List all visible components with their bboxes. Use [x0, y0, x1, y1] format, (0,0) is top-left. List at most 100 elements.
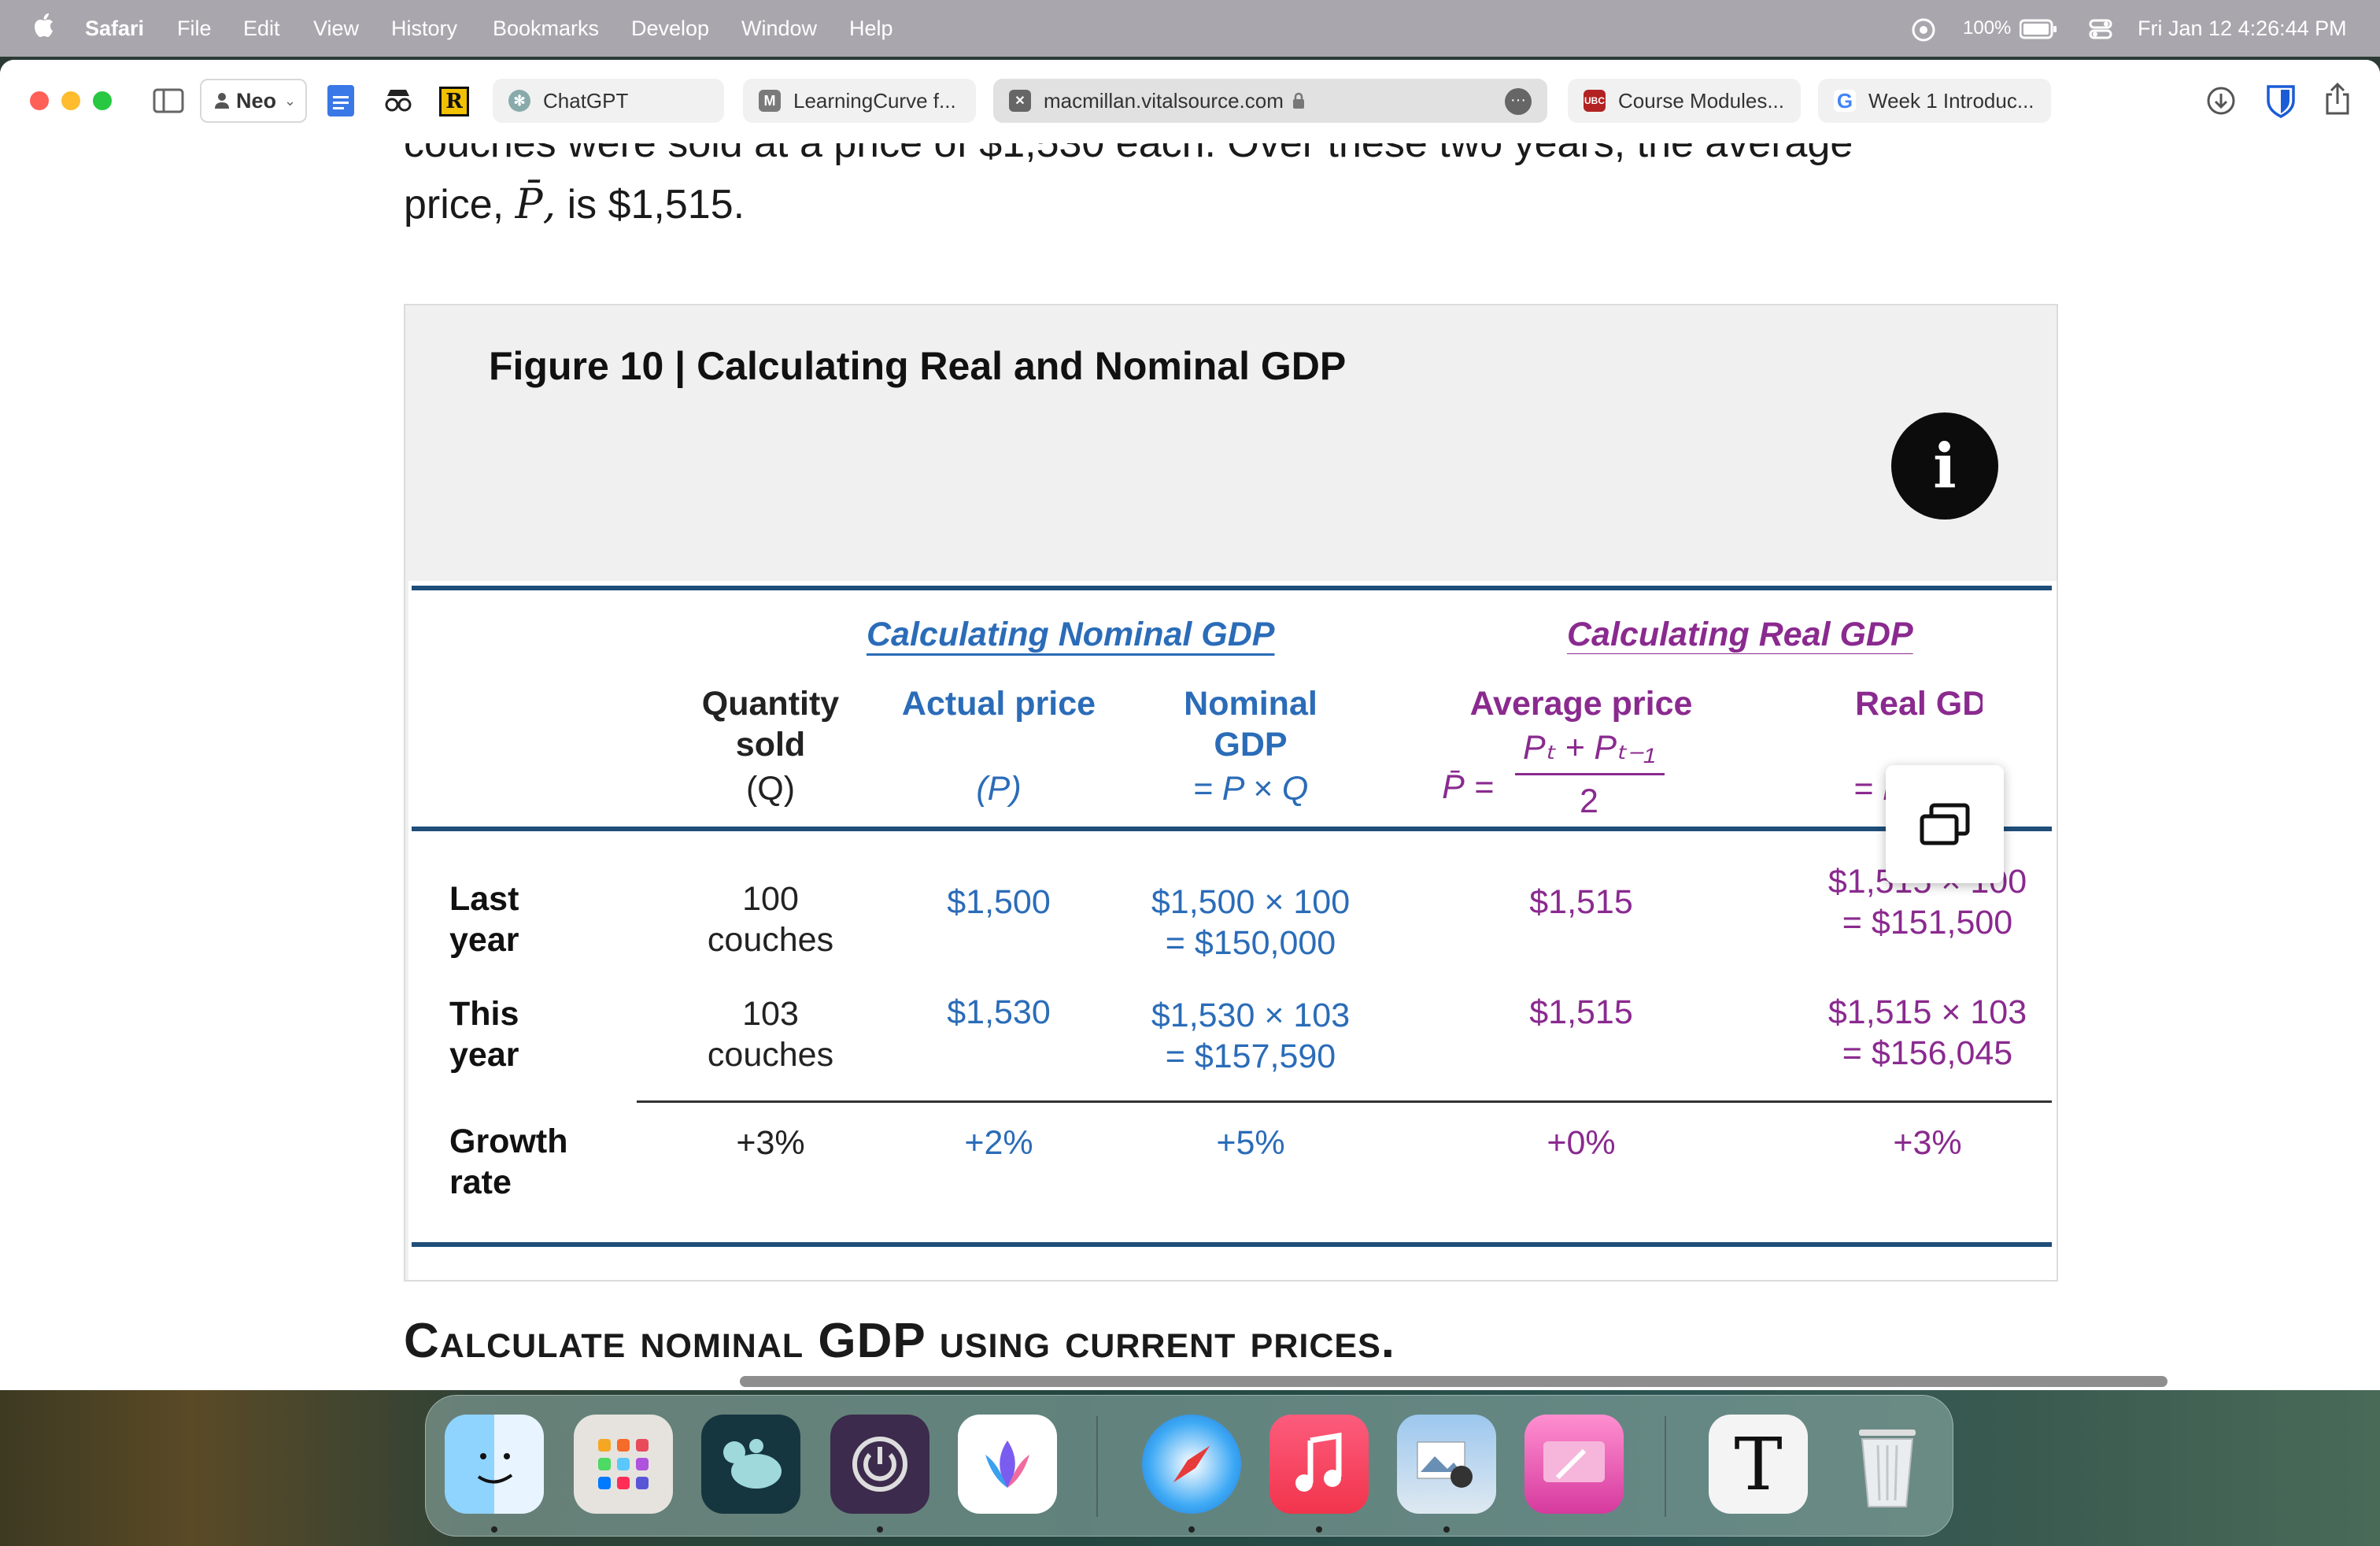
profile-switcher[interactable]: Neo ⌄ [200, 79, 307, 123]
last-year-average-price: $1,515 [1529, 883, 1633, 921]
google-g-icon: G [1834, 89, 1856, 113]
sidebar-toggle-icon[interactable] [153, 88, 184, 113]
table-top-rule [412, 586, 2052, 590]
row-label-growth-line2: rate [449, 1163, 512, 1201]
last-year-nominal-gdp: = $150,000 [1165, 924, 1336, 962]
finder-icon[interactable] [445, 1415, 544, 1514]
launchpad-icon[interactable] [574, 1415, 673, 1514]
tab-label: ChatGPT [543, 88, 629, 113]
minimize-window-button[interactable] [61, 91, 80, 110]
bitwarden-shield-icon[interactable] [2265, 83, 2297, 118]
last-year-nominal-calc: $1,500 × 100 [1151, 883, 1351, 921]
growth-average-price: +0% [1547, 1124, 1616, 1162]
safari-icon[interactable] [1142, 1415, 1241, 1514]
preview-icon[interactable] [1397, 1415, 1496, 1514]
tab-week1-intro[interactable]: G Week 1 Introduc... [1818, 79, 2051, 123]
menu-view[interactable]: View [313, 17, 360, 40]
dock-separator [1096, 1416, 1098, 1517]
menu-develop[interactable]: Develop [631, 17, 710, 40]
header-nominal-formula: = P × Q [1192, 770, 1309, 808]
figure-container: Figure 10 | Calculating Real and Nominal… [404, 304, 2058, 1282]
last-year-price: $1,500 [947, 883, 1051, 921]
menu-edit[interactable]: Edit [243, 17, 280, 40]
more-options-icon[interactable]: ··· [1505, 88, 1532, 115]
menu-help[interactable]: Help [849, 17, 893, 40]
menu-window[interactable]: Window [741, 17, 818, 40]
menu-bookmarks[interactable]: Bookmarks [493, 17, 600, 40]
r-extension-icon[interactable]: R [439, 87, 469, 117]
this-year-real-calc: $1,515 × 103 [1828, 993, 2027, 1031]
table-bottom-rule [412, 1242, 2052, 1247]
share-icon[interactable] [2323, 82, 2352, 117]
apple-menu-icon[interactable] [31, 11, 55, 39]
menu-app-name[interactable]: Safari [85, 17, 145, 40]
spy-extension-icon[interactable] [382, 88, 414, 113]
tab-course-modules[interactable]: UBC Course Modules... [1568, 79, 1801, 123]
last-year-quantity: 100 [742, 880, 799, 918]
row-label-last-year-line2: year [449, 921, 519, 959]
page-content: couches were sold at a price of $1,530 e… [0, 140, 2380, 1390]
tab-label: LearningCurve f... [793, 88, 956, 113]
average-price-symbol: P̄, [515, 181, 556, 228]
safari-toolbar: Neo ⌄ R ✻ ChatGPT M LearningCurve f... ✕… [0, 60, 2380, 140]
paragraph-line-1: couches were sold at a price of $1,530 e… [404, 120, 1853, 166]
dock-separator [1665, 1416, 1666, 1517]
battery-percent: 100% [1963, 17, 2012, 39]
running-indicator [1188, 1526, 1195, 1533]
typora-icon[interactable]: T [1709, 1415, 1808, 1514]
section-heading: Calculate nominal GDP using current pric… [404, 1314, 1395, 1368]
close-window-button[interactable] [30, 91, 49, 110]
mastodon-icon[interactable] [701, 1415, 800, 1514]
this-year-real-gdp: = $156,045 [1842, 1034, 2013, 1072]
running-indicator [1316, 1526, 1322, 1533]
battery-icon[interactable] [2020, 19, 2057, 39]
close-tab-icon[interactable]: ✕ [1009, 90, 1031, 112]
copilot-icon[interactable] [958, 1415, 1057, 1514]
tab-label: macmillan.vitalsource.com [1044, 88, 1284, 113]
focus-status-icon[interactable] [1911, 17, 1936, 43]
header-actual-price-symbol: (P) [976, 770, 1022, 808]
this-year-quantity-unit: couches [707, 1036, 834, 1074]
growth-real-gdp: +3% [1893, 1124, 1962, 1162]
header-quantity-line2: sold [735, 726, 806, 764]
header-actual-price: Actual price [901, 685, 1096, 723]
last-year-real-gdp: = $151,500 [1842, 904, 2013, 941]
info-icon[interactable]: i [1891, 412, 1998, 520]
macmillan-m-icon: M [759, 90, 781, 112]
tab-learningcurve[interactable]: M LearningCurve f... [743, 79, 976, 123]
header-average-formula-numerator: Pₜ + Pₜ₋₁ [1523, 729, 1655, 767]
this-year-quantity: 103 [742, 995, 799, 1033]
tab-macmillan-vitalsource[interactable]: ✕ macmillan.vitalsource.com ··· [993, 79, 1547, 123]
header-average-formula-lhs: P̄ = [1442, 768, 1494, 806]
cleanmymac-icon[interactable] [1524, 1415, 1624, 1514]
running-indicator [1443, 1526, 1450, 1533]
this-year-nominal-calc: $1,530 × 103 [1151, 997, 1351, 1034]
section-title-real: Calculating Real GDP [1567, 616, 1913, 653]
menu-history[interactable]: History [391, 17, 458, 40]
windows-copy-icon [1920, 803, 1970, 845]
safari-window: Neo ⌄ R ✻ ChatGPT M LearningCurve f... ✕… [0, 60, 2380, 1390]
paragraph-text: is $1,515. [556, 182, 745, 227]
google-docs-extension-icon[interactable] [327, 85, 354, 117]
clock[interactable]: Fri Jan 12 4:26:44 PM [2138, 17, 2347, 40]
music-icon[interactable] [1269, 1415, 1369, 1514]
person-icon [215, 93, 229, 109]
power-app-icon[interactable] [830, 1415, 929, 1514]
header-quantity-line3: (Q) [745, 770, 796, 808]
row-label-growth-line1: Growth [449, 1123, 568, 1160]
gdp-table: Calculating Nominal GDP Calculating Real… [408, 581, 2057, 1280]
row-label-this-year-line1: This [449, 995, 519, 1033]
copy-figure-button[interactable] [1886, 765, 2004, 883]
downloads-icon[interactable] [2205, 85, 2237, 117]
control-center-icon[interactable] [2089, 17, 2112, 41]
trash-icon[interactable] [1838, 1415, 1937, 1514]
chevron-down-icon: ⌄ [284, 92, 297, 109]
growth-quantity: +3% [736, 1124, 805, 1162]
row-label-this-year-line2: year [449, 1036, 519, 1074]
profile-name: Neo [236, 88, 277, 113]
tab-chatgpt[interactable]: ✻ ChatGPT [493, 79, 724, 123]
menu-file[interactable]: File [177, 17, 212, 40]
zoom-window-button[interactable] [93, 91, 112, 110]
lock-icon [1292, 92, 1304, 109]
horizontal-scrollbar[interactable] [740, 1376, 2168, 1387]
